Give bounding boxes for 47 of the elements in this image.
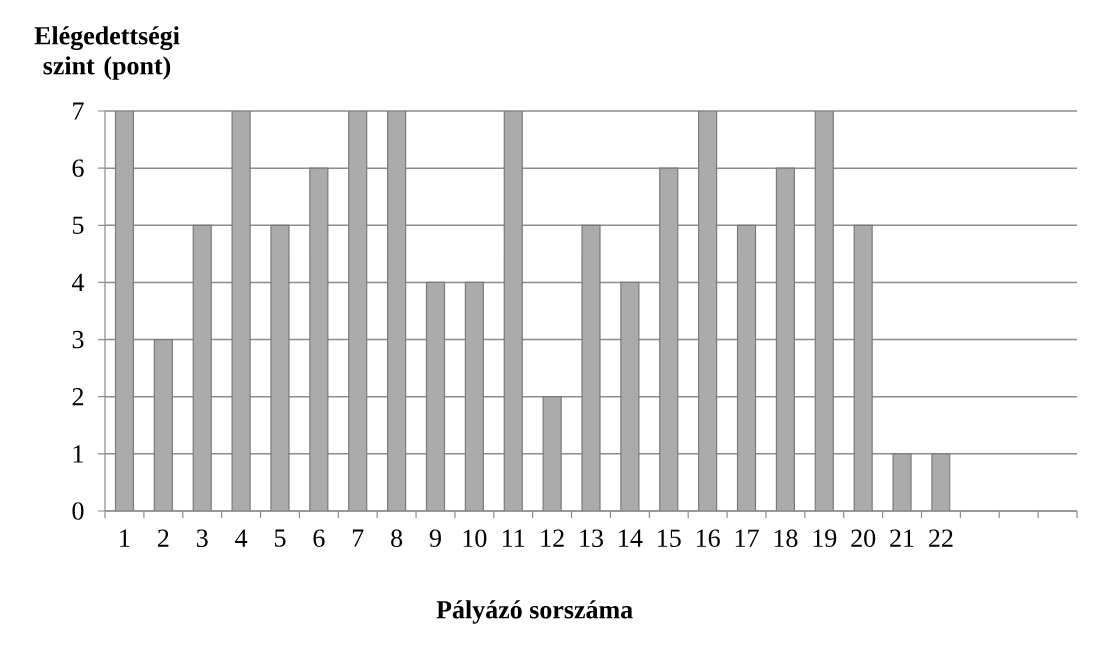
bar [698, 110, 718, 511]
bar [775, 167, 795, 511]
bar [853, 224, 873, 511]
y-tick-label: 0 [72, 502, 84, 520]
bar [425, 281, 446, 511]
y-tick-label: 2 [72, 388, 84, 406]
x-tick-label: 16 [696, 529, 720, 547]
y-axis-title: Elégedettségi szint (pont) [34, 26, 180, 80]
x-tick-label: 6 [313, 529, 325, 547]
bar [387, 110, 407, 511]
x-tick-label: 9 [429, 529, 441, 547]
x-tick-label: 3 [196, 529, 208, 547]
bar [659, 167, 679, 511]
x-tick-label: 4 [235, 529, 248, 547]
bar [814, 110, 834, 511]
bar [503, 110, 523, 511]
x-tick-label: 13 [580, 529, 603, 547]
x-tick-label: 2 [157, 529, 169, 547]
y-tick-label: 3 [72, 330, 84, 349]
x-tick-label: 20 [851, 529, 876, 548]
bar [153, 338, 173, 511]
x-tick-label: 7 [352, 529, 364, 547]
bar [348, 110, 368, 511]
x-tick-label: 5 [274, 529, 286, 547]
x-axis-title: Pályázó sorszáma [436, 600, 633, 624]
y-tick-label: 1 [73, 445, 83, 463]
y-tick-label: 7 [73, 102, 84, 120]
x-tick-label: 8 [391, 529, 403, 548]
x-tick-label: 18 [774, 529, 798, 548]
y-tick-label: 4 [71, 273, 85, 291]
x-tick-label: 21 [890, 529, 914, 547]
x-tick-label: 11 [503, 529, 525, 547]
x-tick-label: 12 [541, 529, 564, 547]
x-tick-label: 19 [813, 529, 837, 547]
bar [192, 224, 212, 511]
bar [114, 110, 135, 511]
x-tick-label: 15 [658, 529, 681, 547]
y-tick-label: 5 [72, 216, 84, 234]
x-tick-label: 1 [120, 529, 130, 547]
x-tick-label: 10 [463, 529, 487, 548]
bar [736, 224, 757, 511]
x-tick-label: 17 [735, 529, 759, 547]
x-tick-label: 14 [619, 529, 643, 547]
bar [464, 281, 484, 511]
y-tick-label: 6 [72, 159, 84, 177]
x-tick-label: 22 [929, 529, 953, 547]
bar [309, 167, 329, 511]
